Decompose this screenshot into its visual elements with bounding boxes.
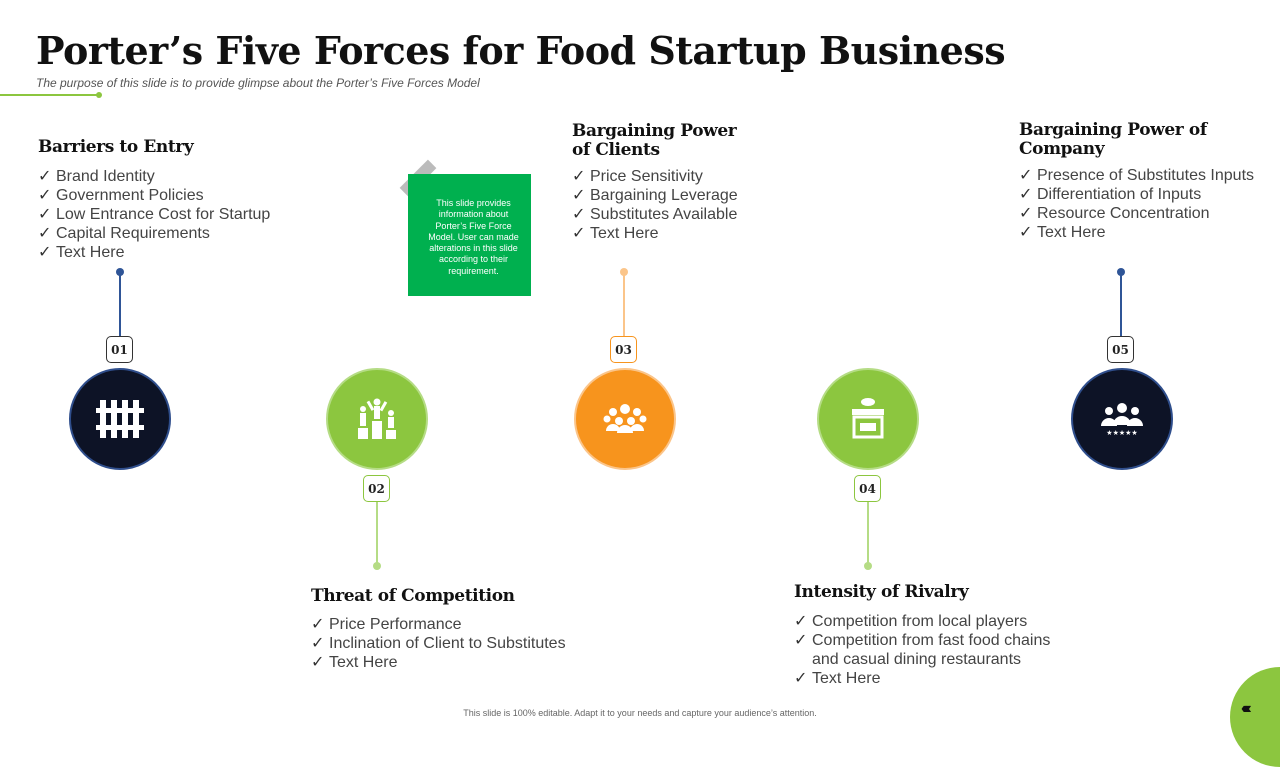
- connector-dot: [373, 562, 381, 570]
- force-02-circle: [326, 368, 428, 470]
- page-title: Porter’s Five Forces for Food Startup Bu…: [36, 28, 1006, 73]
- force-02-list: ✓ Price Performance ✓ Inclination of Clien…: [311, 615, 566, 672]
- force-01-circle: [69, 368, 171, 470]
- list-item: ✓ Resource Concentration: [1019, 205, 1210, 222]
- force-04-heading: Intensity of Rivalry: [794, 582, 969, 602]
- rated-team-icon: ★★★★★: [1101, 403, 1143, 437]
- connector-line: [1120, 272, 1122, 336]
- force-03-circle: [574, 368, 676, 470]
- list-item: ✓ Inclination of Client to Substitutes: [311, 635, 566, 652]
- list-item: ✓ Price Performance: [311, 616, 462, 633]
- group-icon: [603, 404, 647, 433]
- list-item: ✓ Low Entrance Cost for Startup: [38, 206, 271, 223]
- subtitle: The purpose of this slide is to provide …: [36, 76, 480, 90]
- list-item: ✓ Differentiation of Inputs: [1019, 186, 1202, 203]
- force-02-number: 02: [363, 475, 390, 502]
- list-item: ✓ Bargaining Leverage: [572, 187, 738, 204]
- list-item: ✓ Competition from fast food chains and c…: [794, 632, 1051, 668]
- force-01-heading: Barriers to Entry: [38, 137, 194, 157]
- svg-text:★★★★★: ★★★★★: [1106, 429, 1137, 437]
- chevrons-left-icon[interactable]: ‹‹‹‹‹: [1241, 700, 1251, 717]
- accent-line: [0, 94, 100, 96]
- list-item: ✓ Government Policies: [38, 187, 204, 204]
- podium-icon: [358, 398, 396, 439]
- list-item: ✓ Price Sensitivity: [572, 168, 703, 185]
- force-05-list: ✓ Presence of Substitutes Inputs ✓ Differe…: [1019, 166, 1254, 242]
- list-item: ✓ Capital Requirements: [38, 225, 210, 242]
- footer-note: This slide is 100% editable. Adapt it to…: [463, 708, 817, 718]
- force-05-circle: ★★★★★: [1071, 368, 1173, 470]
- force-01-number: 01: [106, 336, 133, 363]
- list-item: ✓ Presence of Substitutes Inputs: [1019, 167, 1255, 184]
- list-item: ✓ Text Here: [572, 225, 659, 242]
- list-item: ✓ Text Here: [38, 244, 125, 261]
- list-item: ✓ Text Here: [311, 654, 398, 671]
- force-04-number: 04: [854, 475, 881, 502]
- list-item: ✓ Text Here: [794, 670, 881, 687]
- connector-line: [867, 502, 869, 564]
- list-item: ✓ Text Here: [1019, 224, 1106, 241]
- corner-decoration: [1230, 667, 1280, 767]
- list-item: ✓ Substitutes Available: [572, 206, 738, 223]
- sticky-note: This slide provides information about Po…: [408, 174, 531, 296]
- force-03-heading: Bargaining Power of Clients: [572, 121, 737, 160]
- connector-dot: [864, 562, 872, 570]
- connector-line: [376, 502, 378, 564]
- force-05-heading: Bargaining Power of Company: [1019, 120, 1207, 159]
- fence-icon: [96, 400, 144, 438]
- force-04-list: ✓ Competition from local players ✓ Competi…: [794, 612, 1064, 688]
- force-01-list: ✓ Brand Identity ✓ Government Policies ✓ Lo…: [38, 167, 270, 262]
- list-item: ✓ Brand Identity: [38, 168, 155, 185]
- force-02-heading: Threat of Competition: [311, 586, 515, 606]
- list-item: ✓ Competition from local players: [794, 613, 1028, 630]
- force-03-list: ✓ Price Sensitivity ✓ Bargaining Leverage …: [572, 167, 738, 243]
- force-05-number: 05: [1107, 336, 1134, 363]
- connector-line: [623, 272, 625, 336]
- connector-line: [119, 272, 121, 336]
- food-stall-icon: [852, 398, 884, 439]
- force-04-circle: [817, 368, 919, 470]
- force-03-number: 03: [610, 336, 637, 363]
- accent-dot: [96, 92, 102, 98]
